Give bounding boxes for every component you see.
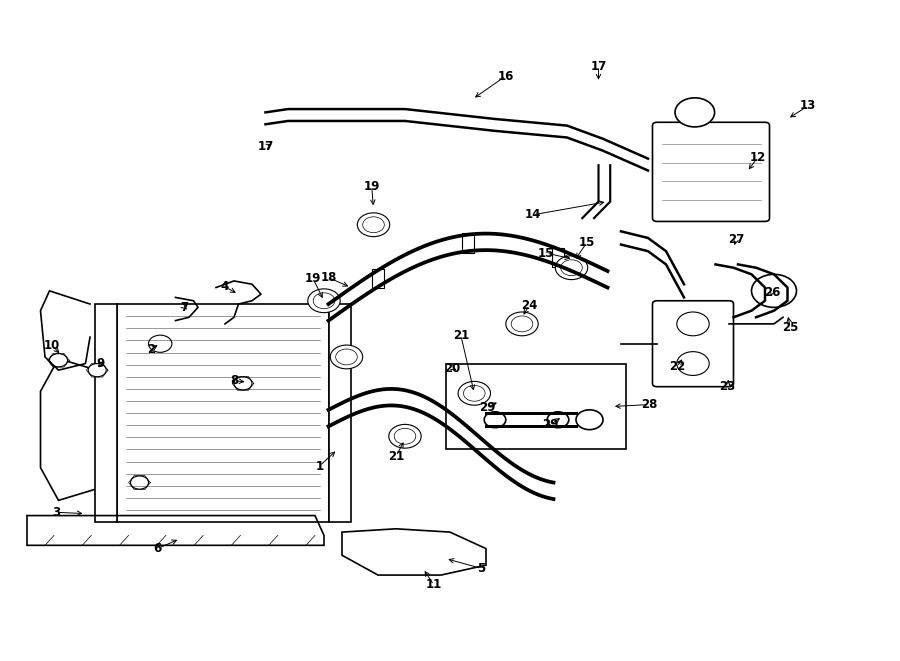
Text: 18: 18 [320,271,337,284]
Text: 29: 29 [543,418,559,431]
Circle shape [363,217,384,233]
Circle shape [576,410,603,430]
Text: 22: 22 [669,360,685,373]
Circle shape [677,352,709,375]
Bar [446,364,626,449]
Bar [117,304,328,522]
Text: 15: 15 [538,247,554,260]
FancyBboxPatch shape [652,122,770,221]
Circle shape [50,354,68,367]
Circle shape [357,213,390,237]
Text: 24: 24 [521,299,537,312]
Text: 23: 23 [719,380,735,393]
Circle shape [330,345,363,369]
Circle shape [561,260,582,276]
Text: 4: 4 [220,280,230,293]
Circle shape [484,412,506,428]
Circle shape [506,312,538,336]
Text: 12: 12 [750,151,766,164]
Text: 27: 27 [728,233,744,246]
Text: 9: 9 [96,357,105,370]
Bar [462,233,474,253]
Text: 25: 25 [782,321,798,334]
Text: 3: 3 [51,506,60,519]
Text: 5: 5 [477,562,486,575]
Bar [328,304,351,522]
Circle shape [88,364,106,377]
Circle shape [394,428,416,444]
Text: 21: 21 [453,329,469,342]
Bar [94,304,117,522]
Text: 28: 28 [642,398,658,411]
Text: 16: 16 [498,69,514,83]
Text: 20: 20 [445,362,461,375]
FancyBboxPatch shape [652,301,734,387]
Text: 15: 15 [579,236,595,249]
Circle shape [234,377,252,390]
Text: 21: 21 [388,449,404,463]
Text: 14: 14 [525,208,541,221]
Circle shape [458,381,491,405]
Circle shape [336,349,357,365]
Circle shape [555,256,588,280]
Text: 1: 1 [315,459,324,473]
Text: 8: 8 [230,374,238,387]
Text: 19: 19 [364,180,380,193]
Text: 7: 7 [180,301,189,314]
Circle shape [752,274,796,307]
Circle shape [677,312,709,336]
Circle shape [464,385,485,401]
Text: 6: 6 [153,542,162,555]
Bar [552,248,564,267]
Circle shape [130,476,148,489]
Text: 11: 11 [426,578,442,592]
Circle shape [308,289,340,313]
Text: 10: 10 [44,338,60,352]
Text: 17: 17 [257,140,274,153]
Text: 26: 26 [764,286,780,299]
Circle shape [511,316,533,332]
Circle shape [313,293,335,309]
Circle shape [547,412,569,428]
Circle shape [148,335,172,352]
Text: 17: 17 [590,59,607,73]
Bar [372,269,384,288]
Text: 13: 13 [800,99,816,112]
Circle shape [675,98,715,127]
Text: 2: 2 [147,342,156,356]
Text: 19: 19 [305,272,321,286]
Text: 29: 29 [480,401,496,414]
Circle shape [389,424,421,448]
